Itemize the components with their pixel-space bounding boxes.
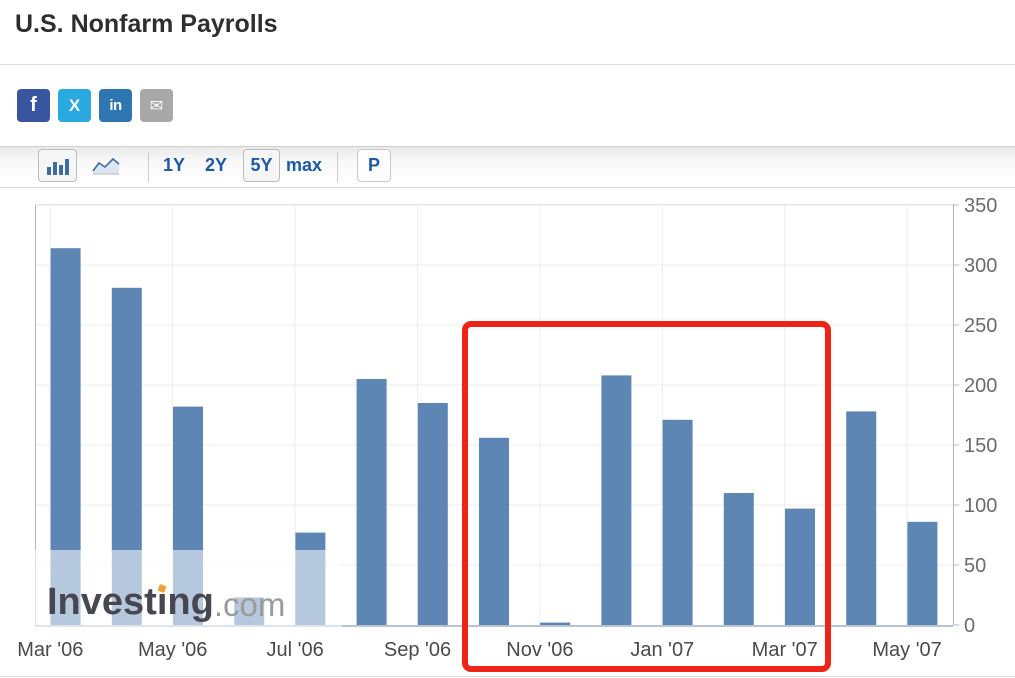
x-icon: X (68, 95, 81, 115)
bar-Mar '07[interactable] (785, 508, 815, 625)
range-2y-button[interactable]: 2Y (202, 149, 230, 182)
toolbar-separator (148, 152, 149, 182)
y-axis-label-250: 250 (964, 315, 997, 337)
linkedin-share-button[interactable]: in (99, 89, 132, 122)
page-title: U.S. Nonfarm Payrolls (15, 10, 278, 38)
x-axis-label: Mar '07 (752, 639, 818, 661)
chart-toolbar: 1Y 2Y 5Y max P (0, 146, 1015, 188)
bar-Feb '07[interactable] (723, 493, 754, 625)
x-axis-label: Jul '06 (267, 639, 324, 661)
bar-chart-type-button[interactable] (38, 149, 77, 182)
bottom-divider (0, 676, 1015, 677)
bar-Aug '06[interactable] (356, 379, 387, 625)
y-axis-label-350: 350 (964, 196, 997, 217)
watermark-orange-dot (157, 584, 167, 593)
bar-Apr '07[interactable] (846, 411, 877, 625)
title-divider (0, 64, 1015, 65)
x-axis-label: Nov '06 (506, 639, 573, 661)
x-axis-label: Sep '06 (384, 639, 451, 661)
toolbar-separator (337, 152, 338, 182)
line-chart-type-button[interactable] (88, 149, 124, 182)
bar-Oct '06[interactable] (479, 437, 509, 625)
bar-Sep '06[interactable] (417, 403, 448, 625)
bar-Jan '07[interactable] (662, 419, 693, 625)
watermark-suffix: .com (213, 586, 286, 623)
y-axis-label-100: 100 (964, 495, 997, 517)
y-axis-label-50: 50 (964, 555, 986, 577)
y-axis-label-0: 0 (964, 615, 975, 637)
line-chart-icon (92, 157, 120, 174)
facebook-icon: f (30, 94, 37, 116)
x-axis-label: May '07 (872, 639, 941, 661)
social-share-row: f X in ✉ (17, 89, 173, 122)
range-1y-button[interactable]: 1Y (160, 149, 188, 182)
y-axis-label-300: 300 (964, 255, 997, 277)
bar-Dec '06[interactable] (601, 375, 632, 625)
x-axis-label: May '06 (138, 639, 207, 661)
envelope-icon: ✉ (149, 97, 164, 115)
linkedin-icon: in (109, 97, 122, 114)
bar-Nov '06[interactable] (540, 622, 571, 625)
x-axis-label: Mar '06 (17, 639, 83, 661)
bar-May '07[interactable] (907, 521, 938, 625)
y-axis-label-150: 150 (964, 435, 997, 457)
compare-p-button[interactable]: P (357, 149, 391, 182)
range-5y-button[interactable]: 5Y (243, 149, 280, 182)
bar-chart-icon (46, 158, 69, 175)
watermark-text: Investı ng (47, 581, 214, 623)
range-max-button[interactable]: max (283, 149, 325, 182)
x-share-button[interactable]: X (58, 89, 91, 122)
y-axis-label-200: 200 (964, 375, 997, 397)
x-axis-label: Jan '07 (630, 639, 694, 661)
investing-watermark: Investı ng .com (35, 550, 342, 627)
payrolls-bar-chart: 0 50 100 150 200 250 300 350 Mar '06 May '06 Jul '… (17, 196, 997, 661)
facebook-share-button[interactable]: f (17, 89, 50, 122)
email-share-button[interactable]: ✉ (140, 89, 173, 122)
